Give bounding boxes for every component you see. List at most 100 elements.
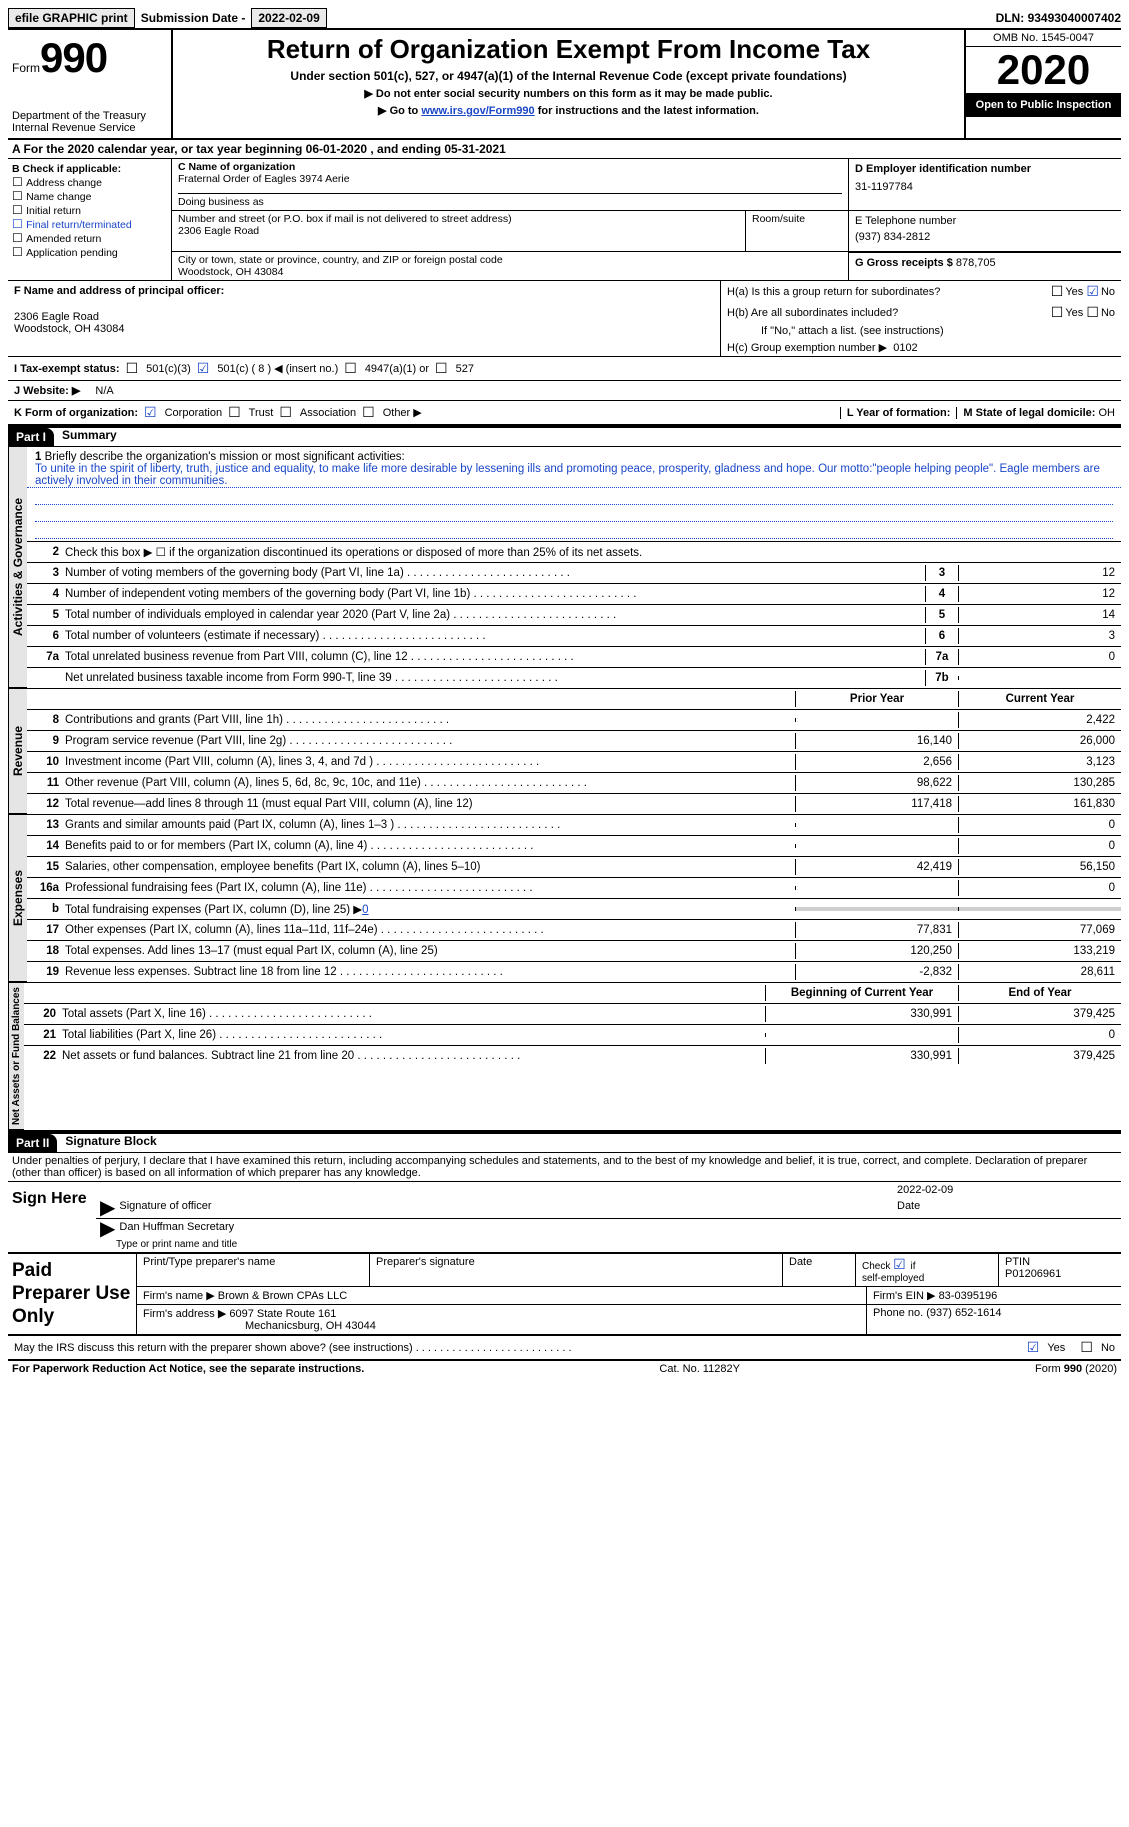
top-bar: efile GRAPHIC print Submission Date - 20… [8, 8, 1121, 28]
val-3: 12 [958, 565, 1121, 581]
form-title: Return of Organization Exempt From Incom… [181, 34, 956, 65]
line-21: Total liabilities (Part X, line 26) [60, 1027, 765, 1043]
end-22: 379,425 [958, 1048, 1121, 1064]
cat-no: Cat. No. 11282Y [659, 1363, 740, 1375]
submission-label: Submission Date - [141, 11, 246, 25]
line-8: Contributions and grants (Part VIII, lin… [63, 712, 795, 728]
line-15: Salaries, other compensation, employee b… [63, 859, 795, 875]
blank-line-3 [35, 524, 1113, 539]
fundraising-link[interactable]: 0 [362, 904, 368, 916]
self-employed-checkbox[interactable] [893, 1261, 908, 1272]
box-h: H(a) Is this a group return for subordin… [721, 281, 1121, 356]
state-domicile: OH [1099, 407, 1116, 419]
i-527[interactable] [435, 360, 450, 377]
arrow-icon: ▶ [100, 1200, 119, 1216]
preparer-date-label: Date [782, 1254, 855, 1286]
ha-yes[interactable] [1051, 283, 1066, 300]
box-e: E Telephone number (937) 834-2812 [848, 211, 1121, 251]
hb-no[interactable] [1086, 304, 1101, 321]
ssn-note: Do not enter social security numbers on … [181, 87, 956, 100]
chk-app-pending[interactable]: Application pending [12, 245, 167, 259]
hc-value: 0102 [893, 342, 917, 354]
cur-19: 28,611 [958, 964, 1121, 980]
val-7a: 0 [958, 649, 1121, 665]
firm-phone-cell: Phone no. (937) 652-1614 [866, 1305, 1121, 1334]
line-2: Check this box ▶ ☐ if the organization d… [63, 543, 1121, 561]
part-ii-title: Signature Block [57, 1134, 156, 1152]
sign-here-label: Sign Here [8, 1182, 96, 1252]
form-number: 990 [40, 34, 107, 81]
row-a-taxyear: A For the 2020 calendar year, or tax yea… [8, 140, 1121, 159]
street-value: 2306 Eagle Road [178, 225, 739, 237]
officer-name: Dan Huffman Secretary [119, 1221, 234, 1237]
discuss-no[interactable] [1080, 1339, 1095, 1356]
section-governance: Activities & Governance 1 1 Briefly desc… [8, 447, 1121, 689]
k-corp[interactable] [144, 404, 159, 421]
paid-preparer-block: Paid Preparer Use Only Print/Type prepar… [8, 1254, 1121, 1336]
k-trust[interactable] [228, 404, 243, 421]
form990-link[interactable]: www.irs.gov/Form990 [421, 105, 534, 117]
row-i: I Tax-exempt status: 501(c)(3) 501(c) ( … [8, 357, 1121, 381]
part-ii-header: Part II Signature Block [8, 1132, 1121, 1153]
ha-no[interactable] [1086, 283, 1101, 300]
cur-11: 130,285 [958, 775, 1121, 791]
line-7a: Total unrelated business revenue from Pa… [63, 649, 925, 665]
city-cell: City or town, state or province, country… [172, 252, 848, 280]
cur-13: 0 [958, 817, 1121, 833]
efile-print-button[interactable]: efile GRAPHIC print [8, 8, 135, 28]
line-11: Other revenue (Part VIII, column (A), li… [63, 775, 795, 791]
discuss-row: May the IRS discuss this return with the… [8, 1336, 1121, 1361]
city-value: Woodstock, OH 43084 [178, 266, 842, 278]
dln: DLN: 93493040007402 [996, 11, 1121, 25]
chk-initial-return[interactable]: Initial return [12, 203, 167, 217]
part-i-header: Part I Summary [8, 426, 1121, 447]
cur-18: 133,219 [958, 943, 1121, 959]
i-4947[interactable] [344, 360, 359, 377]
row-klm: K Form of organization: Corporation Trus… [8, 401, 1121, 426]
cur-12: 161,830 [958, 796, 1121, 812]
hdr-end: End of Year [958, 985, 1121, 1001]
i-501c[interactable] [197, 360, 212, 377]
sign-date: 2022-02-09 [897, 1184, 1117, 1196]
line-9: Program service revenue (Part VIII, line… [63, 733, 795, 749]
chk-final-return[interactable]: Final return/terminated [12, 217, 167, 231]
header-left: Form990 Department of the Treasury Inter… [8, 30, 173, 138]
sign-here-block: Sign Here 2022-02-09 ▶Signature of offic… [8, 1182, 1121, 1254]
chk-address-change[interactable]: Address change [12, 175, 167, 189]
row-j: J Website: ▶ N/A [8, 381, 1121, 401]
cur-10: 3,123 [958, 754, 1121, 770]
box-f: F Name and address of principal officer:… [8, 281, 721, 356]
section-netassets: Net Assets or Fund Balances Beginning of… [8, 983, 1121, 1132]
discuss-yes[interactable] [1027, 1339, 1042, 1356]
preparer-sig-label: Preparer's signature [369, 1254, 782, 1286]
paid-preparer-label: Paid Preparer Use Only [8, 1254, 136, 1334]
chk-name-change[interactable]: Name change [12, 189, 167, 203]
officer-addr1: 2306 Eagle Road [14, 311, 714, 323]
goto-note: Go to www.irs.gov/Form990 for instructio… [181, 104, 956, 117]
hdr-beginning: Beginning of Current Year [765, 985, 958, 1001]
blank-line-2 [35, 507, 1113, 522]
sidelabel-expenses: Expenses [8, 815, 27, 982]
box-d: D Employer identification number 31-1197… [848, 159, 1121, 210]
hb-yes[interactable] [1051, 304, 1066, 321]
block-fh: F Name and address of principal officer:… [8, 281, 1121, 357]
ptin-cell: PTINP01206961 [998, 1254, 1121, 1286]
line-19: Revenue less expenses. Subtract line 18 … [63, 964, 795, 980]
dba-label: Doing business as [178, 193, 842, 208]
page-footer: For Paperwork Reduction Act Notice, see … [8, 1361, 1121, 1377]
open-public: Open to Public Inspection [966, 93, 1121, 117]
i-501c3[interactable] [126, 360, 141, 377]
line-22: Net assets or fund balances. Subtract li… [60, 1048, 765, 1064]
val-4: 12 [958, 586, 1121, 602]
chk-amended-return[interactable]: Amended return [12, 231, 167, 245]
omb-number: OMB No. 1545-0047 [966, 30, 1121, 47]
pra-notice: For Paperwork Reduction Act Notice, see … [12, 1363, 364, 1375]
line-4: Number of independent voting members of … [63, 586, 925, 602]
k-other[interactable] [362, 404, 377, 421]
box-c: C Name of organization Fraternal Order o… [172, 159, 1121, 280]
mission-text: To unite in the spirit of liberty, truth… [27, 463, 1121, 488]
header-right: OMB No. 1545-0047 2020 Open to Public In… [964, 30, 1121, 138]
cur-17: 77,069 [958, 922, 1121, 938]
k-assoc[interactable] [279, 404, 294, 421]
submission-date: 2022-02-09 [251, 8, 326, 28]
